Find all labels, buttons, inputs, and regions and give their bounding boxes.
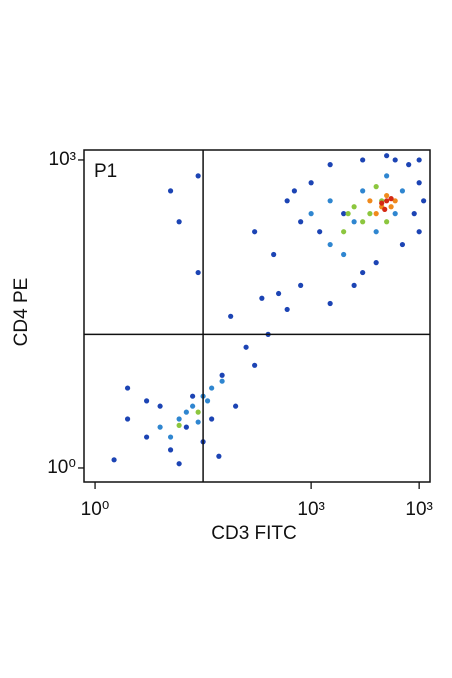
event-point: [327, 241, 333, 248]
event-point: [284, 198, 290, 204]
event-point: [195, 269, 201, 276]
event-point: [219, 378, 225, 384]
event-point: [167, 434, 174, 440]
event-point: [284, 306, 290, 313]
y-tick-label: 10⁰: [47, 457, 76, 478]
event-point: [144, 434, 150, 440]
event-point: [421, 198, 427, 204]
event-point: [373, 184, 379, 190]
event-point: [341, 211, 347, 217]
event-point: [204, 398, 211, 404]
x-tick-label: 10³: [405, 499, 432, 520]
event-point: [209, 385, 215, 391]
event-point: [327, 198, 333, 204]
event-point: [308, 211, 314, 217]
event-point: [233, 403, 239, 409]
plot-frame: [83, 149, 431, 483]
y-axis-label: CD4 PE: [11, 278, 32, 347]
event-point: [252, 229, 258, 235]
event-point: [190, 403, 196, 409]
event-point: [351, 219, 357, 225]
event-point: [167, 447, 174, 453]
event-point: [298, 282, 304, 289]
event-point: [416, 229, 422, 235]
event-point: [291, 188, 297, 194]
event-point: [195, 173, 201, 179]
gate-label: P1: [94, 161, 117, 182]
event-point: [176, 219, 182, 225]
event-point: [388, 196, 394, 202]
event-point: [271, 251, 277, 258]
x-tick-label: 10⁰: [81, 499, 110, 520]
event-point: [379, 200, 385, 206]
event-point: [183, 409, 189, 415]
event-point: [176, 422, 182, 428]
event-point: [360, 269, 366, 276]
event-point: [351, 204, 357, 210]
event-point: [209, 416, 215, 422]
event-point: [384, 153, 390, 159]
event-point: [373, 260, 379, 266]
event-point: [360, 219, 366, 225]
event-point: [345, 211, 351, 217]
event-point: [176, 461, 182, 467]
event-point: [157, 403, 163, 409]
event-point: [392, 211, 398, 217]
event-point: [195, 419, 201, 425]
event-point: [367, 211, 373, 217]
event-point: [416, 157, 422, 163]
event-point: [157, 424, 163, 430]
event-point: [373, 229, 379, 235]
event-point: [259, 295, 265, 301]
event-point: [327, 300, 333, 307]
event-point: [382, 206, 388, 212]
event-point: [252, 362, 258, 368]
event-point: [341, 251, 347, 258]
event-point: [111, 457, 117, 463]
event-point: [144, 398, 150, 404]
event-point: [384, 192, 390, 199]
x-axis-label: CD3 FITC: [211, 523, 297, 544]
event-point: [195, 409, 201, 415]
event-point: [298, 219, 304, 225]
event-point: [351, 282, 357, 289]
event-point: [399, 188, 406, 194]
event-point: [416, 180, 422, 186]
event-point: [167, 188, 174, 194]
event-point: [392, 198, 398, 204]
event-point: [228, 313, 234, 319]
event-point: [411, 211, 417, 217]
event-point: [190, 393, 196, 399]
event-point: [384, 173, 390, 179]
event-point: [367, 198, 373, 204]
event-point: [327, 162, 333, 168]
event-point: [384, 198, 390, 204]
event-point: [399, 241, 406, 248]
event-point: [360, 188, 366, 194]
event-point: [219, 372, 225, 378]
event-point: [243, 344, 249, 350]
event-point: [276, 290, 282, 297]
event-point: [388, 204, 394, 210]
y-tick-label: 10³: [49, 149, 76, 170]
event-point: [124, 416, 131, 422]
event-point: [341, 229, 347, 235]
event-point: [406, 162, 412, 168]
event-point: [384, 219, 390, 225]
event-point: [183, 424, 189, 430]
event-point: [317, 229, 323, 235]
event-point: [373, 211, 379, 217]
event-point: [176, 416, 182, 422]
event-point: [216, 453, 222, 459]
event-point: [360, 157, 366, 163]
x-tick-label: 10³: [297, 499, 324, 520]
event-point: [124, 385, 131, 391]
event-point: [308, 180, 314, 186]
event-point: [392, 157, 398, 163]
